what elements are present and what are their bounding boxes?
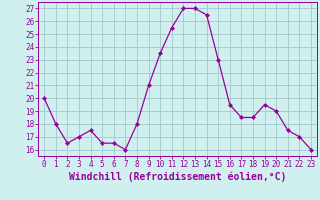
X-axis label: Windchill (Refroidissement éolien,°C): Windchill (Refroidissement éolien,°C): [69, 172, 286, 182]
